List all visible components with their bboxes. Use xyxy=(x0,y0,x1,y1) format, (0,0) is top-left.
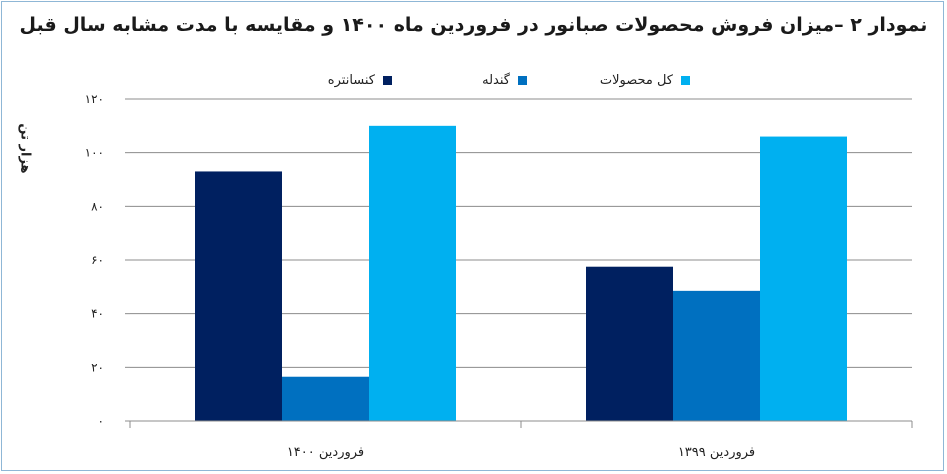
bar xyxy=(282,376,369,421)
x-category-label: فروردین ۱۳۹۹ xyxy=(678,445,755,460)
y-tick-label: ۸۰ xyxy=(91,199,104,213)
bars xyxy=(195,125,847,422)
bar xyxy=(586,266,673,421)
legend-item-pellet: گندله xyxy=(482,70,527,90)
legend-label-pellet: گندله xyxy=(482,72,510,88)
legend-label-total: کل محصولات xyxy=(599,72,673,88)
y-tick-label: ۱۲۰ xyxy=(85,92,104,106)
bar xyxy=(760,136,847,422)
chart-title: نمودار ۲ –میزان فروش محصولات صبانور در ف… xyxy=(19,14,928,36)
legend-item-total: کل محصولات xyxy=(600,70,690,90)
legend-item-concentrate: کنسانتره xyxy=(328,70,392,90)
y-tick-labels: ۰ ۲۰ ۴۰ ۶۰ ۸۰ ۱۰۰ ۱۲۰ xyxy=(85,92,104,428)
y-tick-label: ۴۰ xyxy=(91,307,104,321)
bar xyxy=(369,125,456,421)
legend-swatch-total xyxy=(681,75,690,85)
legend-label-concentrate: کنسانتره xyxy=(327,72,375,88)
y-tick-label: ۰ xyxy=(98,414,104,428)
bar xyxy=(673,290,760,421)
y-tick-label: ۲۰ xyxy=(91,360,104,374)
chart-legend: کنسانتره گندله کل محصولات xyxy=(290,70,710,90)
y-tick-label: ۱۰۰ xyxy=(85,146,104,160)
y-tick-label: ۶۰ xyxy=(91,253,104,267)
legend-swatch-pellet xyxy=(518,75,527,85)
x-axis: فروردین ۱۴۰۰ فروردین ۱۳۹۹ xyxy=(129,420,913,460)
bar xyxy=(195,171,282,421)
legend-swatch-concentrate xyxy=(383,75,392,85)
x-category-label: فروردین ۱۴۰۰ xyxy=(287,445,364,460)
